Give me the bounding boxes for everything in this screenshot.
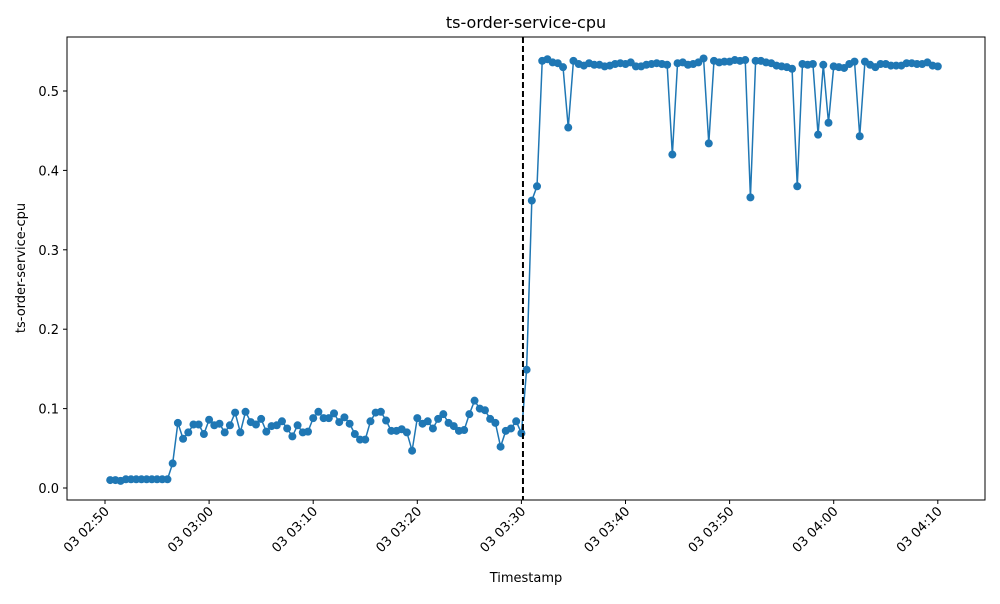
data-point — [819, 60, 828, 69]
data-point — [933, 62, 942, 71]
data-point — [564, 123, 573, 132]
data-point — [741, 56, 750, 65]
data-point — [251, 420, 260, 429]
data-point — [699, 54, 708, 63]
chart-title: ts-order-service-cpu — [446, 13, 606, 32]
data-point — [465, 410, 474, 419]
data-point — [277, 417, 286, 426]
data-point — [345, 419, 354, 428]
data-point — [309, 414, 318, 423]
data-point — [324, 414, 333, 423]
data-point — [491, 418, 500, 427]
data-point — [704, 139, 713, 148]
data-point — [220, 428, 229, 437]
x-tick-label: 03 03:30 — [478, 504, 530, 556]
data-point — [793, 182, 802, 191]
data-point — [173, 418, 182, 427]
data-point — [855, 132, 864, 141]
data-point — [496, 442, 505, 451]
data-point — [408, 446, 417, 455]
y-tick-label: 0.1 — [38, 403, 59, 418]
x-tick-label: 03 02:50 — [61, 504, 113, 556]
data-point — [350, 430, 359, 439]
data-point — [423, 417, 432, 426]
data-point — [559, 63, 568, 72]
data-point — [215, 419, 224, 428]
data-point — [231, 408, 240, 417]
data-point — [850, 57, 859, 66]
data-point — [288, 432, 297, 441]
data-point — [439, 410, 448, 419]
data-point — [330, 409, 339, 418]
data-point — [808, 59, 817, 68]
data-point — [824, 118, 833, 127]
data-point — [293, 421, 302, 430]
data-point — [262, 427, 271, 436]
data-point — [449, 422, 458, 431]
data-point — [361, 435, 370, 444]
data-point — [663, 60, 672, 69]
series-line — [110, 56, 938, 482]
y-tick-label: 0.0 — [38, 482, 59, 497]
data-point — [512, 417, 521, 426]
y-axis-label: ts-order-service-cpu — [14, 203, 29, 333]
x-tick-label: 03 03:40 — [582, 504, 634, 556]
data-point — [814, 130, 823, 139]
data-point — [517, 429, 526, 438]
data-point — [179, 434, 188, 443]
data-point — [314, 407, 323, 416]
data-point — [788, 64, 797, 73]
data-point — [340, 413, 349, 422]
data-point — [428, 424, 437, 433]
data-point — [376, 407, 385, 416]
y-tick-label: 0.5 — [38, 85, 59, 100]
data-point — [413, 414, 422, 423]
data-point — [241, 407, 250, 416]
x-tick-label: 03 04:10 — [894, 504, 946, 556]
data-point — [225, 421, 234, 430]
data-point — [434, 414, 443, 423]
data-point — [470, 396, 479, 405]
data-point — [303, 427, 312, 436]
data-point — [236, 428, 245, 437]
y-tick-label: 0.3 — [38, 244, 59, 259]
x-tick-label: 03 03:00 — [165, 504, 217, 556]
data-point — [194, 420, 203, 429]
data-point — [402, 428, 411, 437]
data-point — [746, 193, 755, 202]
data-point — [199, 430, 208, 439]
x-axis-label: Timestamp — [489, 571, 563, 586]
x-tick-label: 03 03:10 — [269, 504, 321, 556]
data-point — [522, 365, 531, 374]
data-point — [533, 182, 542, 191]
data-point — [460, 426, 469, 435]
y-tick-label: 0.2 — [38, 323, 59, 338]
data-point — [527, 196, 536, 205]
data-point — [506, 424, 515, 433]
data-point — [382, 416, 391, 425]
data-point — [366, 417, 375, 426]
data-point — [184, 428, 193, 437]
data-point — [168, 459, 177, 468]
data-point — [163, 475, 172, 484]
x-tick-label: 03 03:20 — [373, 504, 425, 556]
data-point — [205, 415, 214, 424]
data-point — [335, 418, 344, 427]
y-tick-label: 0.4 — [38, 164, 59, 179]
data-point — [257, 414, 266, 423]
data-point — [283, 424, 292, 433]
data-point — [480, 406, 489, 415]
x-tick-label: 03 03:50 — [686, 504, 738, 556]
data-point — [668, 150, 677, 159]
plot-frame — [66, 36, 986, 501]
x-tick-label: 03 04:00 — [790, 504, 842, 556]
